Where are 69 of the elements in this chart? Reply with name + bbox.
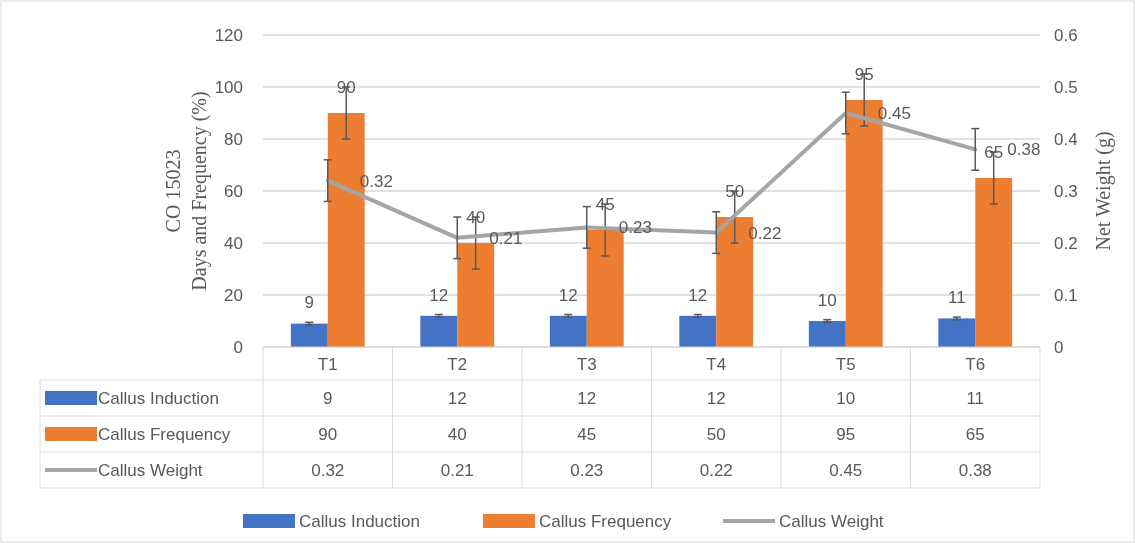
- text: 90: [336, 78, 356, 97]
- data-label: 0.23: [570, 461, 604, 480]
- data-label: 95: [836, 425, 856, 444]
- data-label: 0.38: [958, 461, 992, 480]
- text: 0.21: [489, 228, 523, 248]
- y-tick-label: 60: [224, 182, 243, 201]
- text: 9: [304, 293, 315, 313]
- text: 50: [725, 182, 745, 201]
- bar: [420, 315, 458, 347]
- bar: [457, 243, 495, 347]
- text: 40: [466, 208, 486, 227]
- bar: [679, 315, 717, 347]
- text: Callus Weight: [779, 512, 884, 531]
- y2-tick-label: 0.6: [1054, 26, 1078, 45]
- data-label: 65: [965, 425, 985, 444]
- x-tick-label: T5: [835, 355, 856, 374]
- data-label: 50: [706, 425, 726, 444]
- bar: [549, 315, 587, 347]
- legend-label: Callus Induction: [98, 389, 219, 408]
- data-label: 12: [447, 389, 467, 408]
- bar: [975, 178, 1013, 347]
- data-label: 9: [323, 389, 333, 408]
- text: Callus Frequency: [539, 512, 672, 531]
- text: 12: [688, 285, 708, 305]
- x-tick-label: T2: [447, 355, 468, 374]
- text: 12: [429, 285, 449, 305]
- y2-axis-title: Net Weight (g): [1092, 131, 1115, 251]
- data-label: 0.21: [440, 461, 474, 480]
- data-label: 12: [577, 389, 597, 408]
- x-tick-label: T3: [576, 355, 597, 374]
- text: 0.23: [618, 218, 652, 238]
- x-tick-label: T4: [706, 355, 727, 374]
- y2-tick-label: 0.5: [1054, 78, 1078, 97]
- data-label: 45: [577, 425, 597, 444]
- text: Callus Induction: [299, 512, 420, 531]
- legend-label: Callus Weight: [98, 461, 203, 480]
- bar: [938, 318, 976, 347]
- data-label: 0.22: [699, 461, 733, 480]
- y2-tick-label: 0.4: [1054, 130, 1078, 149]
- data-label: 40: [447, 425, 467, 444]
- y2-tick-label: 0.2: [1054, 234, 1078, 253]
- text: 0.38: [1007, 140, 1041, 160]
- text: 95: [854, 65, 874, 84]
- text: 10: [817, 290, 837, 310]
- data-label: 0.45: [829, 461, 863, 480]
- y-tick-label: 20: [224, 286, 243, 305]
- x-tick-label: T6: [965, 355, 986, 374]
- y-tick-label: 120: [214, 26, 243, 45]
- bar: [290, 323, 328, 347]
- data-label: 11: [966, 389, 985, 408]
- y-axis-title: CO 15023 Days and Frequency (%): [162, 91, 211, 291]
- y2-tick-label: 0.3: [1054, 182, 1078, 201]
- text: 65: [984, 143, 1004, 162]
- text: 45: [595, 195, 615, 214]
- y-tick-label: 100: [214, 78, 243, 97]
- data-label: 10: [836, 389, 856, 408]
- data-label: 0.32: [311, 461, 345, 480]
- text: 11: [947, 288, 966, 308]
- y2-tick-label: 0: [1054, 338, 1064, 357]
- text: 12: [558, 285, 578, 305]
- legend-label: Callus Frequency: [98, 425, 231, 444]
- data-label: 90: [318, 425, 338, 444]
- y-tick-label: 0: [233, 338, 243, 357]
- x-tick-label: T1: [317, 355, 338, 374]
- y-tick-label: 80: [224, 130, 243, 149]
- y2-tick-label: 0.1: [1054, 286, 1078, 305]
- y-tick-label: 40: [224, 234, 243, 253]
- bar: [808, 321, 846, 347]
- data-label: 12: [706, 389, 726, 408]
